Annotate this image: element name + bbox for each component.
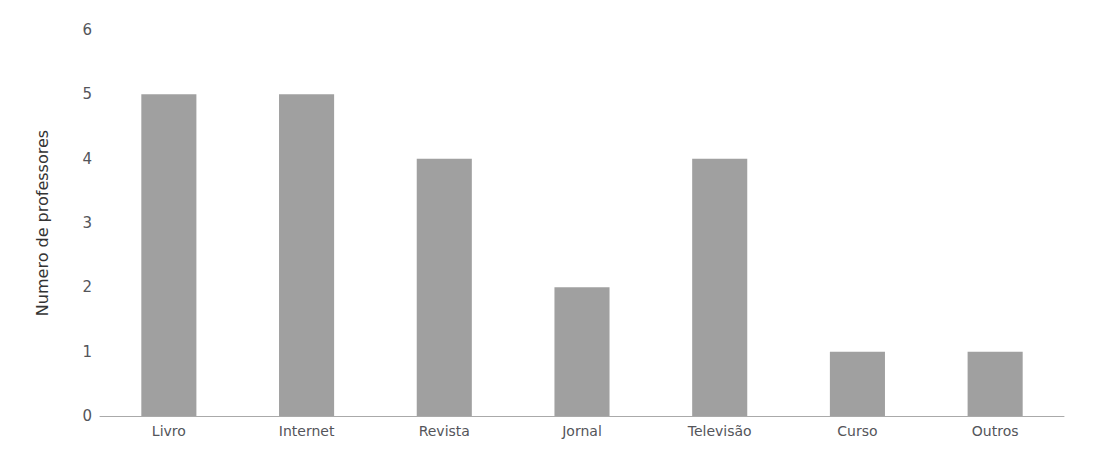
svg-text:2: 2 xyxy=(82,278,92,296)
svg-text:4: 4 xyxy=(82,150,92,168)
svg-text:Internet: Internet xyxy=(279,423,335,439)
svg-text:Revista: Revista xyxy=(419,423,470,439)
svg-text:Outros: Outros xyxy=(972,423,1019,439)
svg-text:3: 3 xyxy=(82,214,92,232)
svg-text:5: 5 xyxy=(82,85,92,103)
svg-text:Televisão: Televisão xyxy=(687,423,752,439)
svg-text:Numero de professores: Numero de professores xyxy=(33,130,52,316)
svg-text:0: 0 xyxy=(82,407,92,425)
svg-text:Jornal: Jornal xyxy=(561,423,602,439)
svg-text:Curso: Curso xyxy=(837,423,877,439)
svg-text:Livro: Livro xyxy=(152,423,186,439)
svg-text:6: 6 xyxy=(82,21,92,39)
svg-text:1: 1 xyxy=(82,343,92,361)
